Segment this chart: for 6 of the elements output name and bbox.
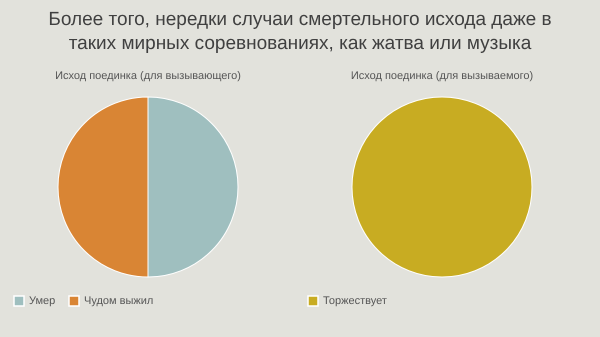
chart-subtitle: Исход поединка (для вызываемого) — [350, 70, 534, 82]
chart-subtitle: Исход поединка (для вызывающего) — [55, 70, 241, 82]
text: Более того, нередки случаи смертельного исхода даже в таких мирных соревнованиях, как жатва или музыка — [47, 8, 553, 56]
legend-label: Умер — [29, 295, 56, 307]
legend-label: Чудом выжил — [84, 295, 154, 307]
legend-label: Торжествует — [323, 295, 387, 307]
